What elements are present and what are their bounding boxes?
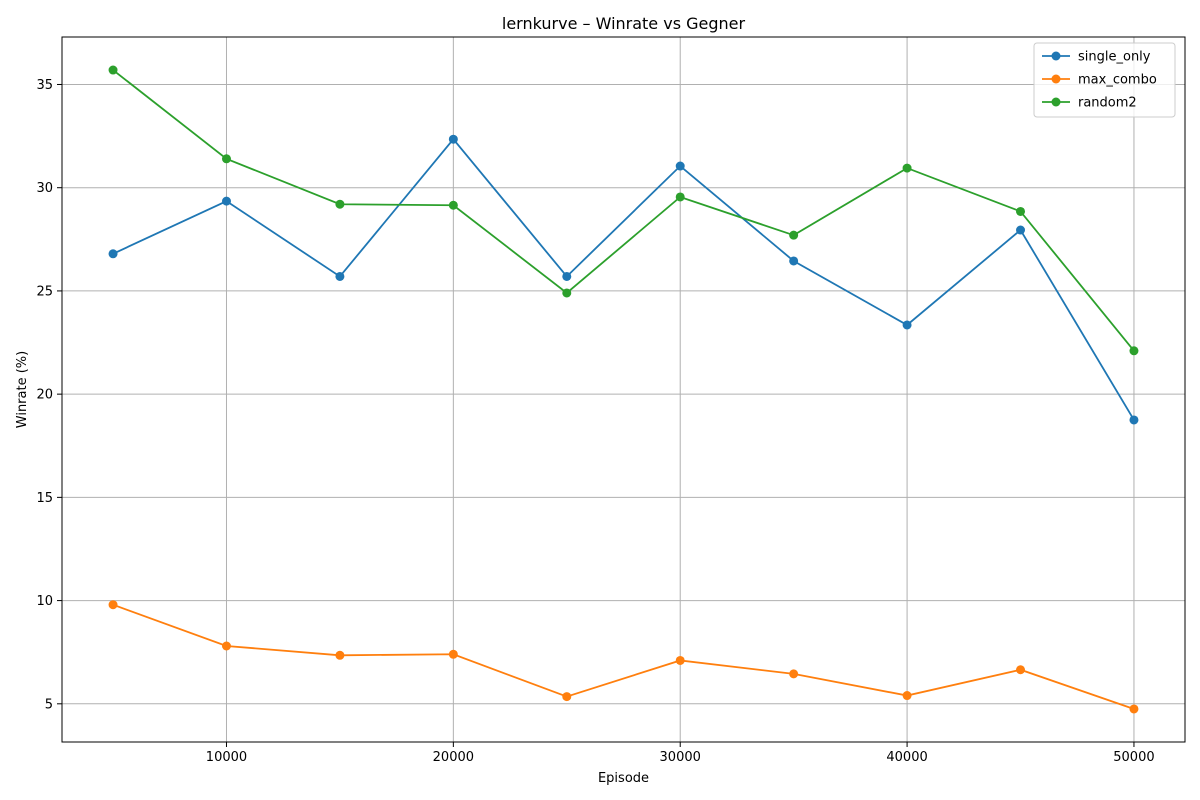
- legend-marker: [1051, 51, 1061, 61]
- legend-marker: [1051, 97, 1061, 107]
- data-point-single_only: [675, 161, 685, 171]
- series-line-max_combo: [112, 603, 1135, 710]
- x-tick-label: 30000: [660, 750, 701, 765]
- x-tick-label: 10000: [206, 750, 247, 765]
- legend-marker: [1051, 74, 1061, 84]
- legend-label: single_only: [1078, 50, 1151, 65]
- data-point-max_combo: [562, 692, 572, 702]
- data-point-random2: [902, 163, 912, 173]
- data-point-random2: [221, 154, 231, 164]
- data-point-single_only: [902, 320, 912, 330]
- data-point-single_only: [335, 271, 345, 281]
- x-tick-label: 40000: [886, 750, 927, 765]
- series-single_only: [108, 134, 1139, 425]
- data-point-single_only: [1016, 225, 1026, 235]
- data-point-random2: [1129, 346, 1139, 356]
- y-tick-label: 20: [36, 388, 53, 403]
- data-point-max_combo: [221, 641, 231, 651]
- data-point-random2: [562, 288, 572, 298]
- data-point-max_combo: [902, 691, 912, 701]
- data-point-random2: [108, 65, 118, 75]
- plot-area-frame: [61, 36, 1186, 743]
- legend-item-random2: random2: [1042, 96, 1137, 111]
- data-point-random2: [448, 200, 458, 210]
- x-axis-title: Episode: [598, 771, 649, 786]
- legend-item-single_only: single_only: [1042, 50, 1151, 65]
- y-tick-label: 10: [36, 594, 53, 609]
- data-point-single_only: [221, 196, 231, 206]
- y-tick-label: 25: [36, 284, 53, 299]
- series-line-single_only: [112, 137, 1135, 421]
- legend-box: [1033, 42, 1176, 118]
- axis-ticks: 10000 20000 30000 40000 50000 5 10 15 20 25 30 35: [36, 78, 1154, 765]
- legend: single_only max_combo random2: [1033, 42, 1176, 118]
- data-point-single_only: [1129, 415, 1139, 425]
- data-point-max_combo: [335, 650, 345, 660]
- series-max_combo: [108, 600, 1139, 714]
- y-tick-label: 35: [36, 78, 53, 93]
- data-point-single_only: [448, 134, 458, 144]
- data-point-max_combo: [675, 655, 685, 665]
- grid: [62, 37, 1185, 742]
- series-lines: [108, 65, 1139, 714]
- data-point-max_combo: [1129, 704, 1139, 714]
- legend-item-max_combo: max_combo: [1042, 73, 1157, 88]
- y-tick-label: 30: [36, 181, 53, 196]
- data-point-random2: [789, 230, 799, 240]
- data-point-single_only: [562, 271, 572, 281]
- series-line-random2: [112, 69, 1135, 352]
- data-point-random2: [335, 199, 345, 209]
- data-point-random2: [675, 192, 685, 202]
- y-tick-label: 15: [36, 491, 53, 506]
- x-tick-label: 20000: [433, 750, 474, 765]
- legend-label: max_combo: [1078, 73, 1157, 88]
- series-random2: [108, 65, 1139, 356]
- data-point-max_combo: [448, 649, 458, 659]
- y-axis-title: Winrate (%): [15, 351, 30, 428]
- data-point-max_combo: [1016, 665, 1026, 675]
- data-point-single_only: [108, 249, 118, 259]
- data-point-max_combo: [789, 669, 799, 679]
- data-point-single_only: [789, 256, 799, 266]
- data-point-random2: [1016, 206, 1026, 216]
- chart-title: lernkurve – Winrate vs Gegner: [502, 14, 746, 33]
- data-point-max_combo: [108, 600, 118, 610]
- x-tick-label: 50000: [1113, 750, 1154, 765]
- y-tick-label: 5: [45, 697, 53, 712]
- legend-label: random2: [1078, 96, 1137, 111]
